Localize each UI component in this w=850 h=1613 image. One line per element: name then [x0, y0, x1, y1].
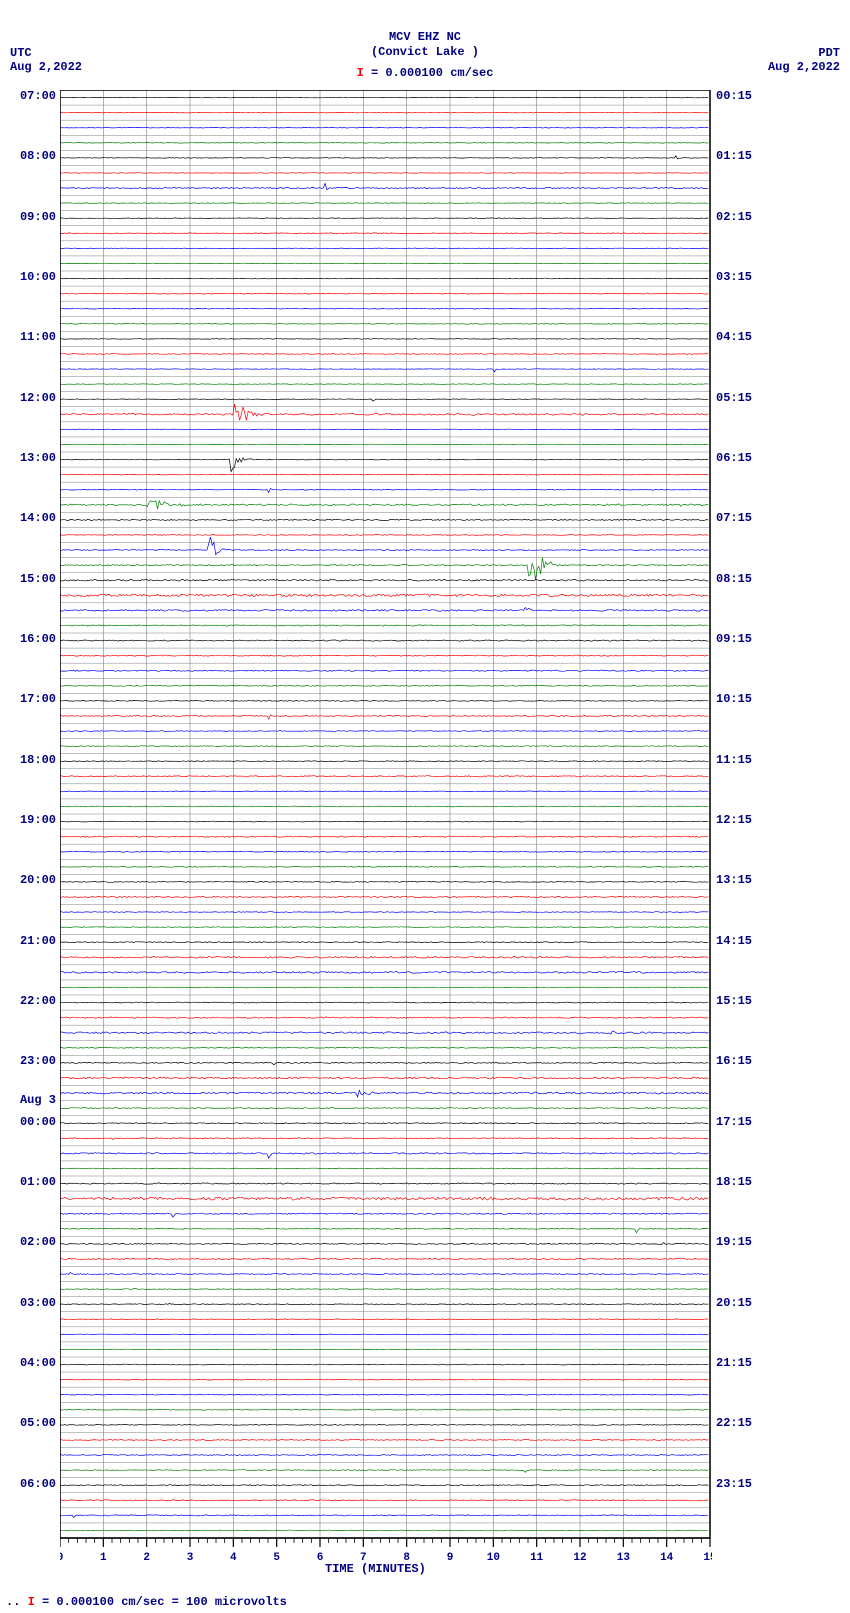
right-time-label: 01:15	[716, 149, 752, 163]
right-time-label: 20:15	[716, 1296, 752, 1310]
svg-text:13: 13	[617, 1552, 631, 1564]
seismogram-plot: 0123456789101112131415	[60, 90, 712, 1578]
left-time-label: 15:00	[20, 572, 56, 586]
footer-scale-bar-icon: I	[28, 1595, 42, 1609]
left-time-label: 08:00	[20, 149, 56, 163]
right-time-label: 15:15	[716, 994, 752, 1008]
left-time-label: Aug 3	[20, 1093, 56, 1107]
svg-text:6: 6	[317, 1552, 324, 1564]
left-time-label: 06:00	[20, 1477, 56, 1491]
left-time-label: 02:00	[20, 1235, 56, 1249]
right-time-label: 03:15	[716, 270, 752, 284]
svg-text:10: 10	[487, 1552, 500, 1564]
left-time-label: 14:00	[20, 511, 56, 525]
left-time-label: 18:00	[20, 753, 56, 767]
svg-text:0: 0	[60, 1552, 63, 1564]
svg-text:15: 15	[703, 1552, 712, 1564]
svg-text:2: 2	[143, 1552, 150, 1564]
right-time-label: 13:15	[716, 873, 752, 887]
right-time-label: 10:15	[716, 692, 752, 706]
svg-text:9: 9	[447, 1552, 454, 1564]
svg-text:1: 1	[100, 1552, 107, 1564]
x-axis-label: TIME (MINUTES)	[325, 1562, 426, 1576]
left-time-label: 23:00	[20, 1054, 56, 1068]
header-right-tz: PDT	[818, 46, 840, 60]
left-time-label: 22:00	[20, 994, 56, 1008]
left-time-label: 11:00	[20, 330, 56, 344]
left-time-label: 00:00	[20, 1115, 56, 1129]
right-time-label: 17:15	[716, 1115, 752, 1129]
right-time-label: 16:15	[716, 1054, 752, 1068]
scale-note: I = 0.000100 cm/sec	[0, 66, 850, 80]
right-time-label: 18:15	[716, 1175, 752, 1189]
right-time-label: 07:15	[716, 511, 752, 525]
left-time-label: 21:00	[20, 934, 56, 948]
left-time-label: 04:00	[20, 1356, 56, 1370]
svg-text:3: 3	[187, 1552, 194, 1564]
right-time-label: 06:15	[716, 451, 752, 465]
station-title: MCV EHZ NC	[0, 30, 850, 44]
left-time-label: 13:00	[20, 451, 56, 465]
right-time-label: 04:15	[716, 330, 752, 344]
header-right-date: Aug 2,2022	[768, 60, 840, 74]
right-time-label: 09:15	[716, 632, 752, 646]
svg-text:4: 4	[230, 1552, 237, 1564]
left-time-label: 03:00	[20, 1296, 56, 1310]
right-time-label: 19:15	[716, 1235, 752, 1249]
svg-text:5: 5	[273, 1552, 280, 1564]
left-time-label: 10:00	[20, 270, 56, 284]
left-time-label: 16:00	[20, 632, 56, 646]
left-time-label: 19:00	[20, 813, 56, 827]
scale-bar-icon: I	[357, 66, 371, 80]
left-time-label: 20:00	[20, 873, 56, 887]
right-time-label: 00:15	[716, 89, 752, 103]
right-time-label: 12:15	[716, 813, 752, 827]
right-time-label: 08:15	[716, 572, 752, 586]
right-time-label: 05:15	[716, 391, 752, 405]
left-time-label: 09:00	[20, 210, 56, 224]
header-left-date: Aug 2,2022	[10, 60, 82, 74]
left-time-label: 12:00	[20, 391, 56, 405]
svg-text:14: 14	[660, 1552, 674, 1564]
right-time-label: 21:15	[716, 1356, 752, 1370]
svg-text:12: 12	[573, 1552, 586, 1564]
location-subtitle: (Convict Lake )	[0, 45, 850, 59]
left-time-label: 05:00	[20, 1416, 56, 1430]
right-time-label: 14:15	[716, 934, 752, 948]
header-left-tz: UTC	[10, 46, 32, 60]
left-time-label: 17:00	[20, 692, 56, 706]
footer-note: .. I = 0.000100 cm/sec = 100 microvolts	[6, 1595, 287, 1609]
left-time-label: 07:00	[20, 89, 56, 103]
svg-text:11: 11	[530, 1552, 544, 1564]
right-time-label: 11:15	[716, 753, 752, 767]
right-time-label: 22:15	[716, 1416, 752, 1430]
right-time-label: 23:15	[716, 1477, 752, 1491]
left-time-label: 01:00	[20, 1175, 56, 1189]
right-time-label: 02:15	[716, 210, 752, 224]
